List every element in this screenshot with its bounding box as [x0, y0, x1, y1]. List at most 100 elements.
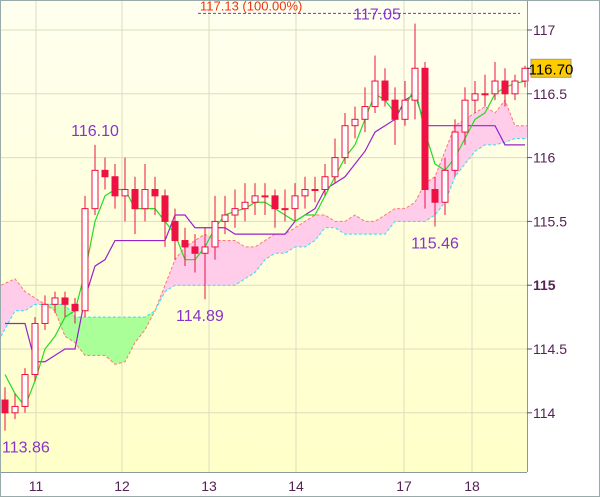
candle-body [111, 176, 119, 197]
candle [71, 297, 79, 324]
extreme-price-label: 115.46 [411, 236, 459, 253]
candle [321, 163, 329, 196]
y-tick-label: 117 [533, 22, 556, 38]
cloud-segment [395, 208, 405, 222]
candle [421, 61, 429, 209]
candle [471, 81, 479, 113]
candle-body [481, 93, 489, 96]
cloud-segment [305, 215, 315, 247]
candle-body [31, 322, 39, 376]
candle [491, 61, 499, 101]
candle-body [241, 201, 249, 210]
candle [51, 291, 59, 314]
candle [121, 157, 129, 222]
candle [61, 291, 69, 318]
cloud-segment [275, 234, 285, 254]
candle-body [491, 80, 499, 95]
extreme-price-label: 117.05 [353, 7, 401, 24]
candle [181, 227, 189, 267]
cloud-segment [175, 246, 185, 286]
cloud-segment [105, 317, 115, 365]
cloud-segment [325, 215, 335, 228]
candle-body [501, 80, 509, 95]
candle [21, 368, 29, 413]
candle [201, 227, 209, 300]
candle [11, 393, 19, 420]
cloud-segment [1, 278, 15, 337]
candle [401, 81, 409, 126]
candle-body [71, 303, 79, 312]
candle-body [181, 240, 189, 248]
cloud-segment [85, 317, 95, 356]
cloud-segment [345, 215, 355, 235]
candle-body [231, 208, 239, 216]
cloud-segment [225, 240, 235, 286]
cloud-segment [505, 100, 515, 143]
candle [81, 195, 89, 318]
candle [251, 183, 259, 216]
axes: 117 116.5 116 115.5 115 114.5 114 11 12 13 14 17 18 1… [0, 0, 573, 494]
candle [331, 138, 339, 184]
candle-body [41, 303, 49, 324]
candle-body [221, 214, 229, 222]
candle [31, 317, 39, 381]
candle [511, 74, 519, 101]
candle [211, 195, 219, 260]
candle-body [301, 189, 309, 197]
candle [231, 189, 239, 228]
candle [411, 23, 419, 120]
current-price-label: 116.70 [529, 61, 574, 78]
current-price-badge [530, 58, 572, 78]
candle [501, 68, 509, 107]
x-tick-label: 12 [114, 478, 130, 494]
candle [441, 157, 449, 216]
candle [1, 387, 9, 431]
candle [141, 163, 149, 222]
candle-body [431, 189, 439, 203]
candle [481, 74, 489, 107]
candle-body [191, 246, 199, 254]
candle [431, 176, 439, 227]
candle-body [1, 399, 9, 414]
candle-body [171, 220, 179, 242]
cloud-segment [95, 317, 105, 356]
candle-body [511, 80, 519, 95]
candle-body [341, 125, 349, 159]
y-tick-label: 116 [533, 150, 556, 166]
candle-body [271, 195, 279, 210]
candle [221, 195, 229, 235]
candle-body [121, 189, 129, 197]
cloud-segment [295, 221, 305, 247]
candle-body [411, 67, 419, 101]
cloud-segment [385, 208, 395, 235]
candle-body [141, 189, 149, 210]
y-tick-label: 114 [533, 405, 556, 421]
candle [101, 157, 109, 190]
candle-body [311, 189, 319, 191]
y-tick-label: 116.5 [533, 86, 567, 102]
candle-body [151, 189, 159, 197]
cloud-segment [125, 317, 135, 362]
x-tick-label: 17 [396, 478, 412, 494]
candle [461, 87, 469, 145]
senkou-span-a-line [0, 99, 527, 365]
cloud-segment [135, 317, 145, 343]
cloud-segment [165, 259, 175, 292]
candle-body [441, 169, 449, 203]
candle-body [51, 297, 59, 305]
kijun-sen-line [5, 92, 525, 363]
candle [111, 163, 119, 209]
candle [351, 106, 359, 139]
cloud-segment [215, 240, 225, 286]
candle-body [351, 118, 359, 127]
x-tick-label: 11 [29, 478, 44, 494]
candle [391, 87, 399, 145]
cloud-segment [15, 278, 25, 311]
candle-body [471, 93, 479, 101]
candle [301, 176, 309, 209]
extreme-price-label: 113.86 [2, 440, 50, 457]
cloud-segment [265, 234, 275, 260]
candle-body [101, 169, 109, 178]
candle [131, 176, 139, 235]
